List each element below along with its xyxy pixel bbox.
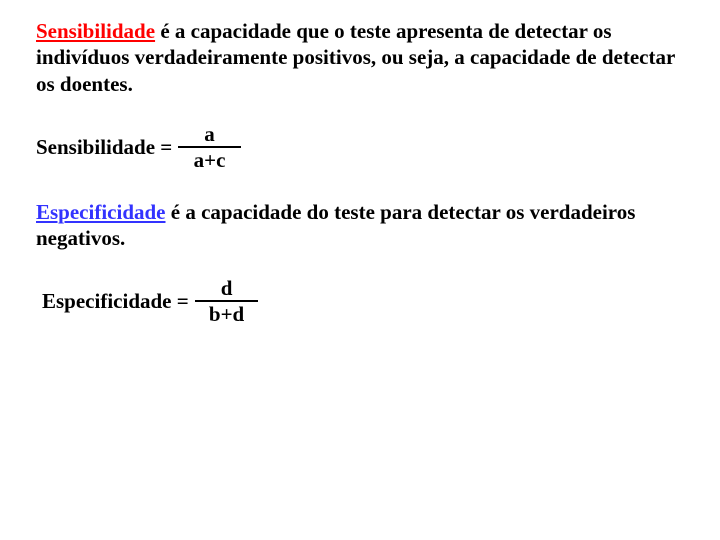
especificidade-fraction: d b+d (195, 277, 259, 325)
slide-content: Sensibilidade é a capacidade que o teste… (0, 0, 720, 540)
sensibilidade-fraction: a a+c (178, 123, 241, 171)
especificidade-formula: Especificidade = d b+d (36, 277, 684, 325)
especificidade-definition: Especificidade é a capacidade do teste p… (36, 199, 684, 252)
especificidade-formula-label: Especificidade = (42, 288, 189, 314)
sensibilidade-numerator: a (178, 123, 241, 145)
sensibilidade-term: Sensibilidade (36, 19, 155, 43)
especificidade-denominator: b+d (195, 303, 258, 325)
sensibilidade-denominator: a+c (180, 149, 240, 171)
especificidade-term: Especificidade (36, 200, 166, 224)
sensibilidade-formula: Sensibilidade = a a+c (36, 123, 684, 171)
sensibilidade-formula-label: Sensibilidade = (36, 134, 172, 160)
sensibilidade-definition: Sensibilidade é a capacidade que o teste… (36, 18, 684, 97)
especificidade-numerator: d (195, 277, 259, 299)
